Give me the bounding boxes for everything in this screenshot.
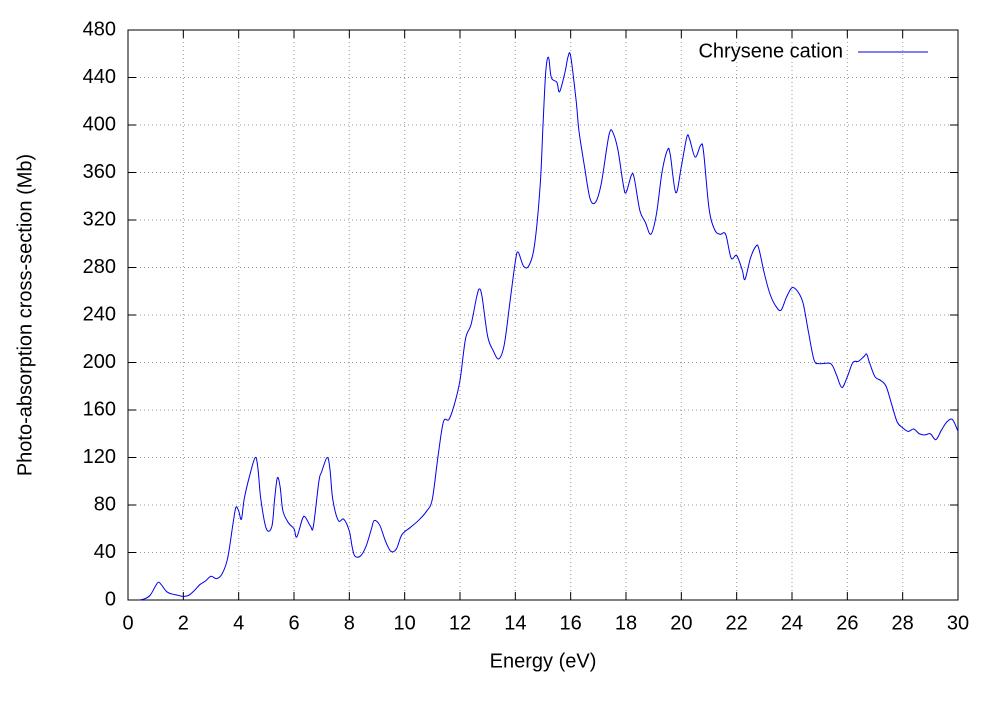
y-tick-label: 160 [83,398,116,420]
data-line [138,52,959,601]
x-tick-label: 18 [615,612,637,634]
x-tick-label: 10 [394,612,416,634]
y-tick-label: 440 [83,66,116,88]
y-tick-label: 240 [83,303,116,325]
y-tick-label: 360 [83,161,116,183]
y-tick-label: 280 [83,256,116,278]
x-tick-label: 12 [449,612,471,634]
x-tick-label: 30 [947,612,969,634]
y-tick-label: 40 [94,541,116,563]
y-axis-label: Photo-absorption cross-section (Mb) [14,154,36,476]
x-tick-label: 4 [233,612,244,634]
x-tick-label: 28 [892,612,914,634]
x-tick-label: 6 [288,612,299,634]
x-tick-label: 22 [726,612,748,634]
x-tick-label: 0 [122,612,133,634]
y-tick-label: 400 [83,113,116,135]
x-tick-label: 8 [344,612,355,634]
y-tick-label: 120 [83,446,116,468]
x-tick-label: 20 [670,612,692,634]
x-tick-label: 26 [836,612,858,634]
x-tick-label: 16 [560,612,582,634]
legend-label: Chrysene cation [698,40,843,62]
y-tick-label: 200 [83,351,116,373]
y-tick-label: 80 [94,493,116,515]
y-tick-label: 0 [105,588,116,610]
plot-frame [127,29,959,601]
x-axis-label: Energy (eV) [490,650,597,672]
x-tick-label: 14 [504,612,526,634]
x-tick-label: 24 [781,612,803,634]
x-tick-label: 2 [178,612,189,634]
y-tick-label: 480 [83,18,116,40]
y-tick-label: 320 [83,208,116,230]
